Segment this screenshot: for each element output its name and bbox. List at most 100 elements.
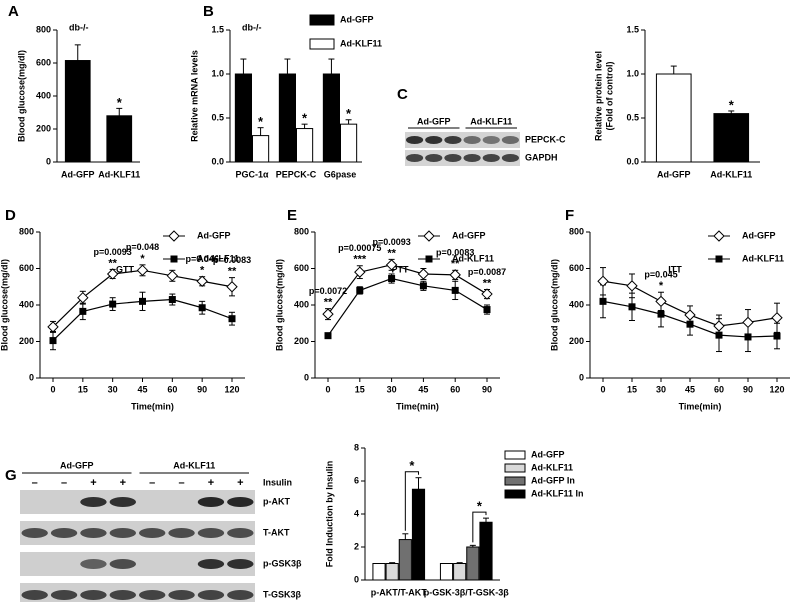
- y-tick-label: 1.0: [211, 68, 224, 78]
- legend-label: Ad-KLF11 In: [531, 488, 584, 498]
- y-tick-label: 0: [354, 574, 359, 584]
- y-axis-label: Blood glucose(mg/dl): [0, 259, 9, 351]
- marker: [628, 303, 636, 311]
- panel-letter: B: [203, 3, 214, 20]
- significance: *: [409, 458, 415, 473]
- y-tick-label: 6: [354, 475, 359, 485]
- blot-band: [168, 528, 195, 538]
- x-tick-label: 15: [627, 384, 637, 394]
- blot-group-label: Ad-GFP: [60, 460, 94, 470]
- blot-strip: [20, 583, 255, 602]
- y-tick-label: 0.0: [626, 156, 639, 166]
- significance: *: [302, 111, 308, 126]
- blot-band: [80, 590, 107, 600]
- bar: [453, 563, 467, 581]
- note: db-/-: [69, 22, 89, 32]
- significance: *: [140, 253, 145, 265]
- x-tick-label: 30: [387, 384, 397, 394]
- y-tick-label: 400: [569, 299, 584, 309]
- marker: [686, 320, 694, 328]
- bar: [385, 563, 399, 581]
- significance: *: [346, 106, 352, 121]
- x-tick-label: 0: [600, 384, 605, 394]
- y-tick-label: 0.5: [626, 112, 639, 122]
- blot-band: [227, 528, 254, 538]
- p-value: p=0.0072: [309, 286, 347, 296]
- legend-marker: [425, 255, 433, 263]
- x-axis-label: Time(min): [396, 401, 439, 411]
- line: [327, 264, 488, 315]
- y-tick-label: 800: [294, 226, 309, 236]
- marker: [451, 286, 459, 294]
- blot-band: [227, 590, 254, 600]
- x-tick-label: 90: [743, 384, 753, 394]
- blot-band: [444, 136, 462, 144]
- legend-marker: [168, 230, 180, 242]
- blot-band: [50, 590, 78, 600]
- marker: [417, 268, 430, 280]
- marker: [354, 266, 366, 278]
- marker: [684, 309, 696, 321]
- bracket: [404, 471, 419, 531]
- blot-band: [50, 528, 78, 538]
- marker: [385, 259, 398, 271]
- lane-sign: +: [90, 477, 96, 489]
- x-tick-label: 60: [450, 384, 460, 394]
- significance: ***: [353, 254, 367, 266]
- blot-band: [21, 528, 48, 538]
- legend-label: Ad-KLF11: [531, 462, 573, 472]
- marker: [139, 297, 146, 305]
- x-tick-label: 90: [482, 384, 492, 394]
- bar: [411, 488, 426, 581]
- marker: [713, 320, 725, 332]
- x-tick-label: 60: [167, 384, 177, 394]
- blot-band: [197, 497, 225, 507]
- y-axis-label: Fold Induction by Insulin: [324, 461, 334, 568]
- x-tick-label: 30: [108, 384, 118, 394]
- y-tick-label: 2: [354, 541, 359, 551]
- y-tick-label: 1.5: [626, 24, 639, 34]
- marker: [47, 321, 59, 333]
- x-tick-label: 0: [50, 384, 55, 394]
- marker: [597, 275, 609, 287]
- significance: **: [228, 266, 237, 278]
- marker: [655, 295, 667, 308]
- legend-label: Ad-KLF11: [197, 253, 239, 263]
- treatment-label: Insulin: [263, 477, 292, 487]
- y-tick-label: 4: [354, 508, 359, 518]
- marker: [449, 269, 461, 281]
- y-tick-label: 600: [294, 263, 309, 273]
- x-tick-label: 120: [769, 384, 784, 394]
- x-tick-label: PEPCK-C: [276, 169, 317, 179]
- y-tick-label: 0.0: [211, 156, 224, 166]
- bar: [479, 521, 493, 581]
- marker: [106, 268, 119, 280]
- marker: [483, 306, 491, 314]
- x-tick-label: PGC-1α: [235, 169, 269, 179]
- blot-row-label: GAPDH: [525, 152, 558, 162]
- bar: [340, 123, 358, 163]
- x-tick-label: 15: [78, 384, 88, 394]
- panel-letter: A: [8, 3, 19, 20]
- blot-band: [80, 559, 107, 569]
- marker: [198, 304, 206, 312]
- blot-band: [482, 136, 500, 144]
- bar: [439, 563, 454, 581]
- line: [327, 277, 488, 337]
- blot-row-label: p-AKT: [263, 496, 290, 506]
- x-tick-label: 120: [224, 384, 239, 394]
- x-tick-label: 30: [656, 384, 666, 394]
- blot-band: [501, 136, 519, 144]
- significance: **: [324, 297, 333, 309]
- p-value: p=0.0093: [94, 247, 132, 257]
- bar: [252, 135, 270, 163]
- legend-marker: [713, 230, 725, 242]
- legend-swatch: [504, 489, 526, 499]
- marker: [388, 275, 396, 283]
- p-value: p=0.046: [186, 254, 219, 264]
- p-value: p=0.045: [644, 270, 677, 280]
- blot-band: [109, 559, 136, 569]
- significance: *: [659, 280, 664, 292]
- marker: [481, 288, 493, 300]
